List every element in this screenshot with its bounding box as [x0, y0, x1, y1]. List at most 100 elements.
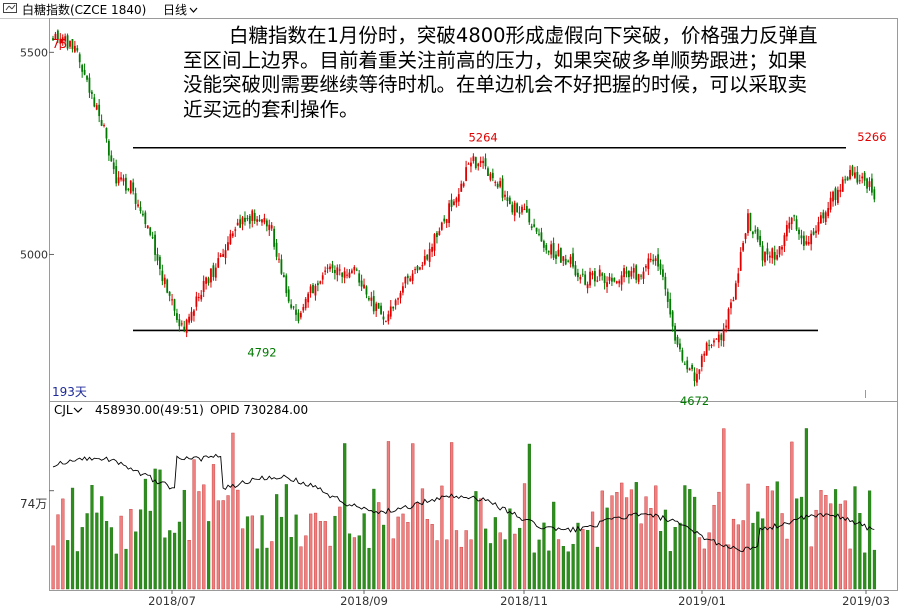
period-selector[interactable]: 日线 — [163, 1, 198, 18]
candle-body — [314, 285, 317, 296]
candle-body — [662, 269, 664, 277]
volume-bar — [95, 512, 99, 590]
candle-body — [66, 35, 69, 49]
candle-body — [598, 269, 601, 277]
candle-body — [61, 37, 64, 42]
candle-body — [278, 258, 280, 260]
candle-body — [241, 217, 244, 225]
candle-body — [732, 300, 735, 302]
volume-bar — [51, 545, 55, 590]
candle-body — [773, 252, 776, 260]
volume-bar — [848, 548, 852, 590]
candle-body — [81, 65, 84, 72]
volume-bar — [416, 502, 420, 590]
candle-body — [771, 248, 774, 259]
candle-body — [411, 273, 414, 281]
candle-body — [737, 273, 740, 283]
volume-bar — [459, 546, 463, 590]
candle-body — [559, 248, 562, 263]
volume-bars — [51, 428, 877, 590]
volume-bar — [809, 546, 813, 590]
candle-body — [576, 272, 579, 278]
volume-bar — [347, 533, 352, 590]
volume-bar — [343, 443, 347, 590]
candle-body — [691, 364, 693, 370]
candle-body — [491, 172, 494, 179]
volume-bar — [411, 443, 415, 590]
candle-body — [358, 273, 361, 283]
volume-bar — [338, 506, 342, 590]
candle-body — [368, 298, 370, 300]
candle-body — [516, 203, 519, 213]
candle-body — [654, 258, 657, 261]
candle-body — [350, 270, 353, 273]
volume-bar — [352, 537, 357, 590]
candle-body — [224, 250, 227, 258]
candle-body — [88, 77, 91, 93]
volume-bar — [527, 443, 531, 590]
candle-body — [623, 268, 625, 278]
volume-bar — [790, 441, 794, 590]
candle-body — [528, 208, 531, 223]
volume-bar — [245, 516, 250, 590]
volume-bar — [814, 509, 818, 590]
volume-bar — [688, 489, 692, 590]
candle-body — [159, 256, 161, 269]
volume-bar — [717, 491, 721, 590]
price-mark-label: 5264 — [468, 131, 497, 145]
candle-body — [125, 177, 127, 191]
candle-body — [176, 313, 178, 320]
volume-bar — [552, 501, 556, 590]
volume-tick-label: 74万 — [20, 497, 47, 511]
candle-body — [761, 245, 764, 261]
candle-body — [713, 340, 715, 343]
candle-body — [547, 250, 550, 253]
candle-body — [693, 372, 696, 382]
candle-body — [95, 105, 98, 110]
candle-body — [161, 270, 164, 282]
candle-body — [307, 293, 310, 303]
candle-body — [309, 286, 312, 294]
candle-body — [467, 163, 470, 165]
volume-bar — [858, 513, 862, 590]
candle-body — [127, 188, 130, 190]
candle-body — [110, 155, 113, 162]
volume-bar — [756, 511, 760, 590]
candle-body — [841, 179, 844, 192]
candle-body — [321, 275, 324, 280]
candle-body — [54, 33, 57, 40]
candle-body — [824, 212, 827, 222]
candle-body — [793, 215, 796, 217]
candle-body — [674, 325, 676, 341]
candle-body — [533, 224, 536, 227]
volume-bar — [838, 503, 843, 590]
candle-body — [798, 229, 800, 235]
candle-body — [601, 273, 604, 276]
candle-body — [795, 219, 798, 230]
candle-body — [790, 217, 793, 225]
candle-body — [703, 353, 706, 356]
candle-body — [436, 232, 438, 238]
candle-body — [455, 198, 458, 203]
candle-body — [438, 231, 441, 236]
candle-body — [785, 224, 788, 237]
volume-bar — [372, 488, 376, 590]
candle-body — [428, 248, 431, 262]
volume-bar — [236, 489, 240, 590]
volume-bar — [736, 524, 740, 590]
candle-body — [419, 267, 421, 270]
candle-body — [450, 199, 453, 207]
candle-body — [353, 266, 356, 271]
candle-body — [195, 296, 198, 307]
volume-bar — [867, 490, 872, 590]
candle-body — [275, 242, 278, 257]
period-label: 日线 — [163, 3, 188, 17]
indicator-selector[interactable]: CJL — [54, 403, 83, 417]
candle-body — [637, 274, 640, 282]
volume-bar — [629, 489, 634, 590]
volume-bar — [85, 513, 89, 590]
candle-body — [421, 265, 424, 267]
candle-body — [324, 270, 327, 272]
price-marks: 4792 5264 4672 5266 — [247, 130, 886, 408]
candle-body — [365, 286, 368, 295]
